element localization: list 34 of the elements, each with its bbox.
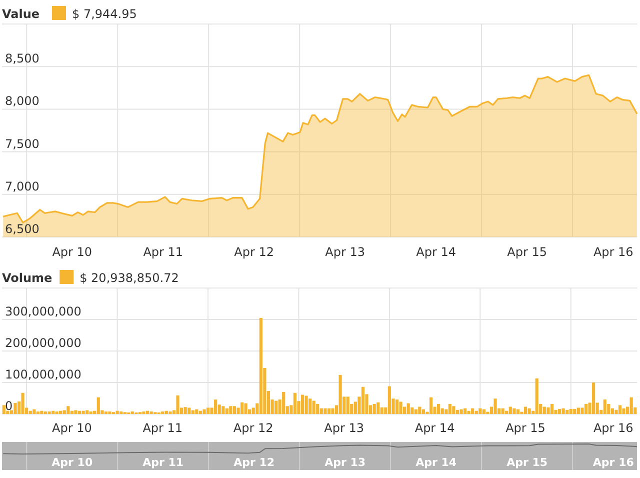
- x-tick-label: Apr 10: [52, 245, 92, 259]
- y-tick-label: 6,500: [5, 222, 40, 236]
- x-tick-label: Apr 12: [234, 245, 274, 259]
- x-tick-label: Apr 16: [592, 456, 634, 469]
- x-tick-label: Apr 16: [593, 421, 634, 435]
- legend-title: Volume: [2, 271, 52, 285]
- legend-label: $ 7,944.95: [72, 7, 137, 21]
- x-tick-label: Apr 11: [142, 456, 184, 469]
- y-tick-label: 8,500: [5, 52, 40, 66]
- x-tick-label: Apr 12: [233, 421, 274, 435]
- y-tick-label: 100,000,000: [5, 368, 82, 382]
- legend-label: $ 20,938,850.72: [80, 271, 179, 285]
- x-tick-label: Apr 13: [324, 421, 364, 435]
- x-tick-label: Apr 11: [142, 421, 183, 435]
- x-tick-label: Apr 16: [593, 245, 634, 259]
- x-tick-label: Apr 12: [234, 456, 275, 469]
- x-tick-label: Apr 15: [506, 421, 546, 435]
- y-tick-label: 7,500: [5, 136, 40, 151]
- y-tick-label: 200,000,000: [5, 336, 82, 350]
- legend-title: Value: [2, 7, 40, 21]
- y-tick-label: 8,000: [5, 94, 40, 108]
- x-tick-label: Apr 11: [143, 245, 184, 259]
- x-tick-label: Apr 13: [325, 245, 366, 259]
- x-tick-label: Apr 14: [416, 456, 457, 469]
- x-tick-label: Apr 14: [414, 421, 455, 435]
- x-tick-label: Apr 15: [507, 245, 547, 259]
- x-tick-label: Apr 10: [52, 421, 92, 435]
- x-tick-label: Apr 10: [52, 456, 93, 469]
- x-tick-label: Apr 15: [506, 456, 548, 469]
- y-tick-label: 0: [5, 399, 13, 413]
- x-tick-label: Apr 13: [324, 456, 366, 469]
- x-tick-label: Apr 14: [416, 245, 456, 259]
- y-tick-label: 300,000,000: [5, 304, 82, 318]
- y-tick-label: 7,000: [5, 179, 40, 194]
